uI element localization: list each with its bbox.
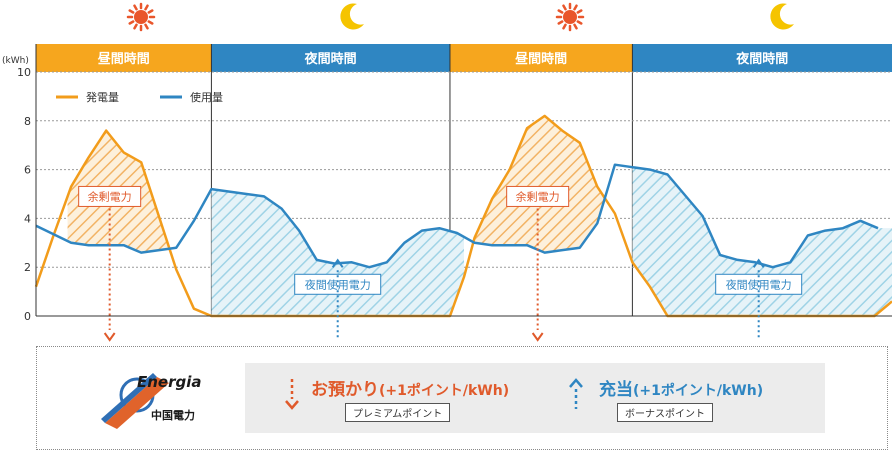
sun-ray (573, 4, 578, 11)
deposit-arrowhead (531, 332, 544, 342)
sun-ray (128, 20, 135, 25)
band-header-night (211, 44, 450, 72)
legend-panel: Energia 中国電力 お預かり(+1ポイント/kWh) プレミアムポイント … (36, 346, 888, 450)
charge-arrowhead (331, 258, 344, 268)
charge-label: 充当(+1ポイント/kWh) (599, 375, 763, 400)
sun-ray (557, 20, 564, 25)
legend-label: 発電量 (86, 90, 119, 104)
sun-ray (147, 20, 154, 25)
deposit-arrow-icon (285, 379, 299, 410)
brand-subtitle: 中国電力 (151, 409, 195, 422)
band-header-night (632, 44, 892, 72)
sun-disc (563, 10, 577, 24)
charge-arrowhead (752, 258, 765, 268)
bonus-point-tag: ボーナスポイント (617, 403, 713, 422)
sun-ray (144, 4, 149, 11)
legend-label: 使用量 (190, 91, 223, 104)
deposit-main: お預かり (311, 380, 379, 400)
band-label: 昼間時間 (98, 51, 150, 67)
annotation-label: 夜間使用電力 (726, 277, 792, 291)
moon-icon (770, 3, 794, 30)
band-label: 昼間時間 (515, 51, 567, 67)
sun-ray (573, 23, 578, 30)
sun-ray (576, 20, 583, 25)
annotation-box (506, 185, 570, 207)
sun-ray (576, 9, 583, 14)
y-tick-label: 10 (17, 66, 31, 79)
sun-ray (147, 9, 154, 14)
charge-main: 充当 (599, 380, 633, 400)
deposit-note: (+1ポイント/kWh) (379, 383, 510, 399)
surplus-area (471, 116, 605, 253)
usage-line (35, 163, 879, 269)
energy-chart: 昼間時間 夜間時間 昼間時間 夜間時間 0 2 4 6 8 10(kWh) 発電量 使用量 余剰電… (2, 2, 892, 342)
sun-ray (128, 9, 135, 14)
y-tick-label: 2 (24, 261, 31, 274)
sun-ray (562, 4, 567, 11)
night-usage-area (211, 189, 464, 316)
sun-icon (555, 2, 585, 32)
sun-ray (557, 9, 564, 14)
y-tick-label: 0 (24, 310, 31, 323)
band-label: 夜間時間 (304, 51, 357, 67)
band-header-day (449, 44, 633, 72)
y-axis-label: (kWh) (2, 56, 29, 66)
annotation-box (78, 185, 142, 207)
energia-logo (101, 373, 169, 429)
y-tick-label: 4 (24, 212, 31, 225)
sun-disc (134, 10, 148, 24)
band-header-day (36, 44, 212, 72)
annotation-label: 余剰電力 (88, 189, 132, 203)
sun-ray (133, 23, 138, 30)
annotation-box (294, 273, 382, 295)
band-label: 夜間時間 (735, 51, 788, 67)
points-legend-box: お預かり(+1ポイント/kWh) プレミアムポイント 充当(+1ポイント/kWh… (245, 363, 825, 433)
y-tick-label: 6 (24, 164, 31, 177)
sun-ray (562, 23, 567, 30)
night-usage-area (632, 167, 892, 316)
annotation-label: 夜間使用電力 (305, 277, 371, 291)
deposit-arrowhead (103, 332, 116, 342)
sun-ray (133, 4, 138, 11)
brand-name: Energia (137, 373, 202, 391)
deposit-label: お預かり(+1ポイント/kWh) (311, 375, 509, 400)
annotation-box (715, 273, 803, 295)
sun-icon (126, 2, 156, 32)
charge-arrow-icon (569, 378, 583, 409)
annotation-label: 余剰電力 (516, 189, 560, 203)
sun-ray (144, 23, 149, 30)
y-tick-label: 8 (24, 115, 31, 128)
charge-note: (+1ポイント/kWh) (633, 383, 764, 399)
premium-point-tag: プレミアムポイント (345, 403, 451, 422)
moon-icon (340, 3, 364, 30)
